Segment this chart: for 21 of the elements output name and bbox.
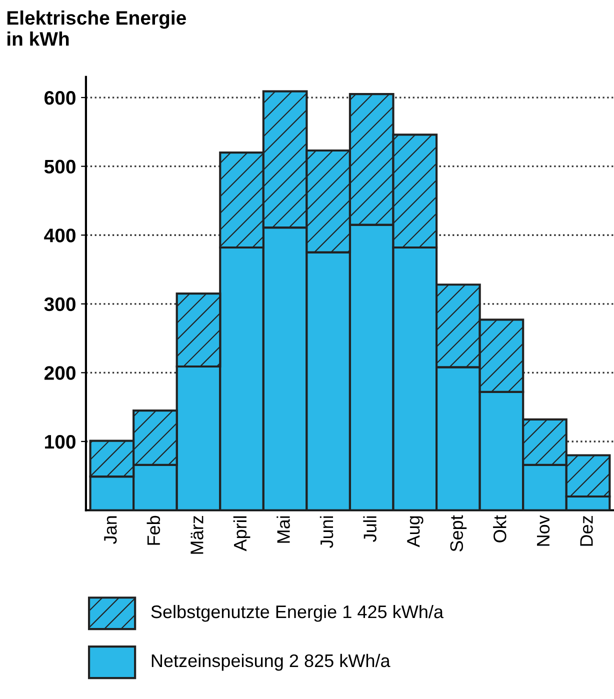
y-tick-label: 400 bbox=[44, 228, 76, 242]
y-axis-title: Elektrische Energie in kWh bbox=[7, 10, 186, 46]
x-tick-label: Nov bbox=[536, 515, 550, 546]
x-tick-label: Feb bbox=[146, 516, 160, 545]
legend-label: Netzeinspeisung 2 825 kWh/a bbox=[152, 654, 390, 671]
y-tick-label: 500 bbox=[44, 160, 76, 174]
x-tick-label: Juni bbox=[320, 516, 334, 548]
y-tick-label: 300 bbox=[44, 297, 76, 312]
x-tick-label: Mai bbox=[276, 516, 290, 543]
y-tick-label: 600 bbox=[44, 90, 76, 105]
x-tick-label: Dez bbox=[580, 516, 593, 546]
x-tick-label: Aug bbox=[407, 516, 424, 548]
y-tick-label: 200 bbox=[44, 366, 76, 380]
x-tick-label: Juli bbox=[363, 516, 376, 542]
x-tick-label: Jan bbox=[104, 516, 117, 544]
legend-label: Selbstgenutzte Energie 1 425 kWh/a bbox=[151, 604, 444, 622]
y-tick-label: 100 bbox=[45, 434, 76, 449]
x-tick-label: Okt bbox=[493, 515, 506, 542]
x-tick-label: Sept bbox=[450, 515, 467, 552]
x-tick-label: März bbox=[190, 516, 204, 554]
x-tick-label: April bbox=[233, 516, 250, 552]
